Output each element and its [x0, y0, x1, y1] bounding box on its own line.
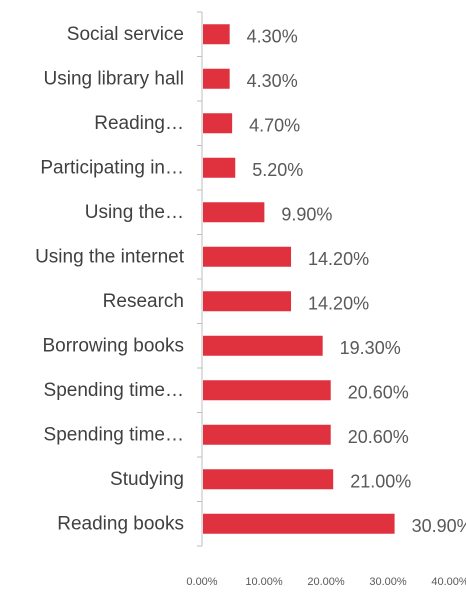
bar	[203, 246, 292, 267]
x-axis-tick-labels: 0.00% 10.00% 20.00% 30.00% 40.00%	[186, 576, 466, 588]
category-label: Using the internet	[35, 246, 185, 267]
category-label: Using library hall	[44, 68, 184, 89]
category-label: Reading…	[94, 113, 184, 134]
x-tick-label: 10.00%	[245, 576, 283, 588]
category-label: Studying	[110, 469, 184, 490]
data-label: 20.60%	[348, 427, 409, 447]
category-label: Spending time…	[44, 380, 184, 401]
category-label: Participating in…	[40, 157, 184, 178]
x-tick-label: 20.00%	[307, 576, 345, 588]
category-label: Borrowing books	[42, 335, 184, 356]
bar	[203, 68, 230, 89]
bars	[203, 24, 395, 534]
bar	[203, 380, 331, 401]
category-label: Social service	[67, 24, 184, 45]
y-axis-ticks	[197, 11, 202, 547]
data-label: 19.30%	[340, 338, 401, 358]
data-label: 14.20%	[308, 249, 369, 269]
bar	[203, 335, 323, 356]
x-tick-label: 40.00%	[431, 576, 466, 588]
bar	[203, 469, 334, 490]
bar	[203, 291, 292, 312]
bar	[203, 113, 233, 134]
data-label: 4.30%	[247, 71, 298, 91]
data-label: 4.30%	[247, 26, 298, 46]
category-label: Research	[103, 291, 184, 312]
data-label: 9.90%	[281, 204, 332, 224]
bar	[203, 157, 236, 178]
data-label: 30.90%	[412, 516, 466, 536]
data-label: 4.70%	[249, 115, 300, 135]
data-label: 14.20%	[308, 293, 369, 313]
bar	[203, 202, 265, 223]
data-label: 5.20%	[252, 160, 303, 180]
value-labels: 4.30% 4.30% 4.70% 5.20% 9.90% 14.20% 14.20% 19.…	[247, 26, 466, 536]
x-tick-label: 30.00%	[369, 576, 407, 588]
bar	[203, 513, 395, 534]
category-label: Reading books	[57, 513, 184, 534]
data-label: 20.60%	[348, 382, 409, 402]
category-label: Spending time…	[44, 424, 184, 445]
bar	[203, 24, 230, 45]
category-labels: Social service Using library hall Reading……	[35, 24, 185, 535]
category-label: Using the…	[85, 202, 184, 223]
x-tick-label: 0.00%	[186, 576, 217, 588]
data-label: 21.00%	[350, 471, 411, 491]
bar	[203, 424, 331, 445]
